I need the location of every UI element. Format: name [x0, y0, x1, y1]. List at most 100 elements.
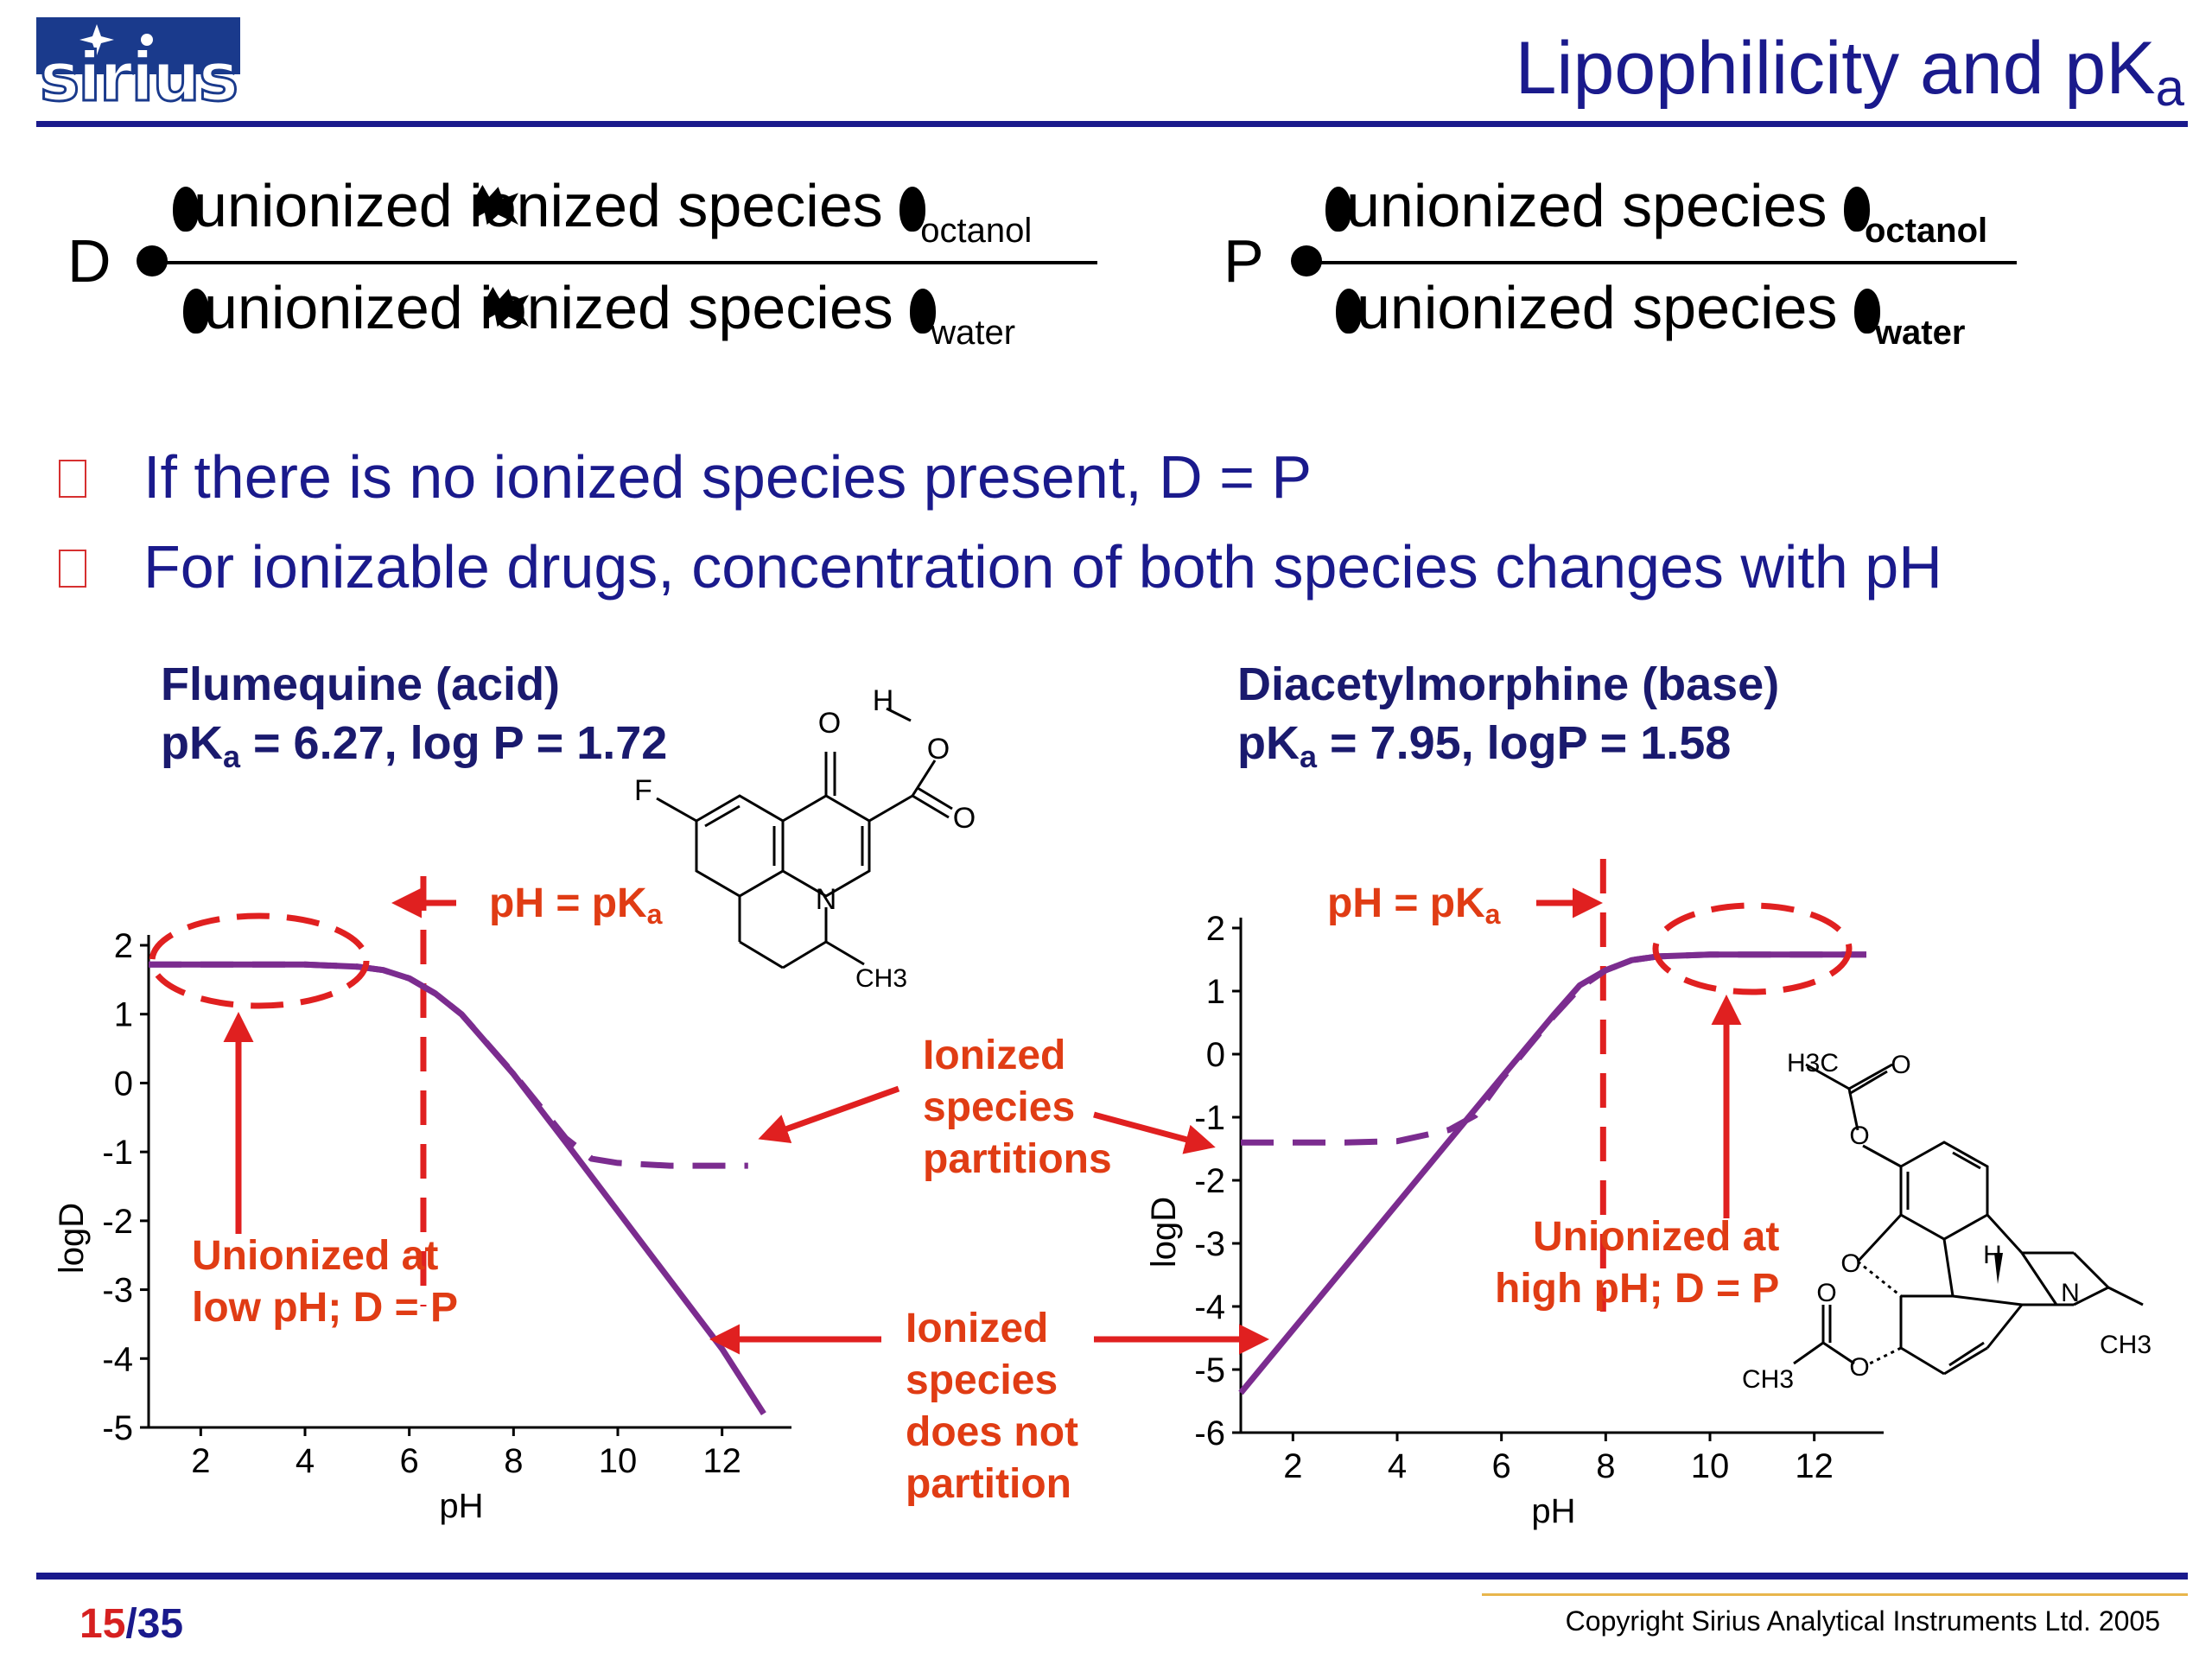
flumequine-name: Flumequine (acid) [161, 658, 561, 710]
logo-star-small [141, 34, 153, 46]
y-tick-label: 1 [1206, 973, 1225, 1011]
x-tick-label: 8 [1596, 1447, 1615, 1485]
y-axis-label: logD [1145, 1197, 1183, 1268]
y-tick-label: -2 [1194, 1162, 1225, 1200]
y-tick-label: -3 [102, 1272, 133, 1310]
bullet-item: For ionizable drugs, concentration of bo… [143, 533, 1942, 601]
d-fraction-line [150, 261, 1097, 264]
unionized-high-label: Unionized at high pH; D = P [1495, 1214, 1780, 1312]
atom-label: O [1849, 1122, 1869, 1150]
d-letter: D [67, 227, 111, 295]
x-tick-label: 6 [1492, 1447, 1511, 1485]
slide-title: Lipophilicity and pKa [1516, 26, 2184, 118]
atom-label: N [2061, 1279, 2080, 1307]
footer-accent-rule [1482, 1593, 2188, 1596]
bracket-blob-icon [1336, 289, 1362, 334]
bracket-blob-icon [173, 187, 199, 232]
ionized-partitions-label: Ionized species partitions [923, 1033, 1112, 1182]
ph-equals-pka-left-label: pH = pKa [489, 880, 663, 930]
bullet-marker [59, 460, 86, 498]
bullet-item: If there is no ionized species present, … [143, 443, 1313, 511]
atom-label: H [1983, 1241, 2002, 1269]
logd-solid-curve [149, 961, 766, 1415]
ph-equals-pka-right-label: pH = pKa [1327, 880, 1501, 930]
atom-label: O [1840, 1249, 1860, 1278]
atom-label: O [953, 802, 976, 835]
y-tick-label: 2 [114, 927, 133, 965]
logd-dashed-curve [149, 961, 748, 1169]
atom-label: O [927, 733, 950, 766]
y-axis-label: logD [53, 1203, 91, 1274]
d-denominator: unionized ionized species water [183, 273, 1015, 353]
logo-wordmark: sirius [38, 39, 239, 117]
y-tick-label: 0 [1206, 1036, 1225, 1074]
atom-label: H [873, 684, 894, 717]
y-tick-label: -2 [102, 1203, 133, 1241]
y-tick-label: -4 [1194, 1288, 1225, 1326]
atom-label: O [818, 707, 841, 740]
y-tick-label: 1 [114, 996, 133, 1034]
p-fraction-line [1305, 261, 2017, 264]
p-numerator: unionized species octanol [1325, 171, 1987, 251]
logd-dashed-curve [1241, 951, 1866, 1146]
bullet-marker [59, 550, 86, 588]
y-tick-label: -5 [1194, 1351, 1225, 1389]
x-tick-label: 8 [504, 1442, 523, 1480]
atom-label: N [816, 883, 837, 916]
footer-rule [36, 1573, 2188, 1580]
x-axis-label: pH [1531, 1492, 1575, 1530]
y-tick-label: -6 [1194, 1414, 1225, 1452]
page-number: 15/35 [79, 1601, 184, 1647]
x-tick-label: 2 [191, 1442, 210, 1480]
logo-background [36, 17, 240, 74]
logo-stars [79, 24, 153, 55]
y-tick-label: -1 [1194, 1099, 1225, 1137]
atom-label: F [634, 774, 652, 807]
x-tick-label: 12 [702, 1442, 741, 1480]
x-tick-label: 10 [1691, 1447, 1730, 1485]
atom-label: H3C [1787, 1049, 1839, 1077]
title-subscript: a [2155, 59, 2184, 117]
x-tick-label: 10 [599, 1442, 638, 1480]
bracket-blob-icon [1853, 289, 1880, 334]
diacetylmorphine-props: pKa = 7.95, logP = 1.58 [1237, 717, 1732, 774]
y-tick-label: -1 [102, 1134, 133, 1172]
atom-label: O [1891, 1051, 1910, 1079]
logd-solid-curve [1238, 951, 1866, 1395]
y-tick-label: -3 [1194, 1225, 1225, 1263]
bracket-blob-icon [183, 289, 209, 334]
atom-label: CH3 [855, 964, 907, 993]
diacetylmorphine-title: Diacetylmorphine (base) pKa = 7.95, logP… [1237, 655, 1779, 786]
x-tick-label: 4 [296, 1442, 315, 1480]
flumequine-structure: F O O O H N CH3 [634, 684, 976, 993]
ionized-not-partition-label: Ionized species does not partition [906, 1306, 1078, 1507]
atom-label: CH3 [1742, 1365, 1794, 1394]
bracket-blob-icon [910, 289, 937, 334]
d-numerator: unionized ionized species octanol [173, 171, 1032, 251]
y-tick-label: 2 [1206, 910, 1225, 948]
y-tick-label: -4 [102, 1340, 133, 1378]
x-tick-label: 4 [1388, 1447, 1407, 1485]
x-tick-label: 2 [1283, 1447, 1302, 1485]
copyright-notice: Copyright Sirius Analytical Instruments … [1565, 1605, 2160, 1637]
y-tick-label: 0 [114, 1065, 133, 1103]
header-rule [36, 121, 2188, 127]
flumequine-props: pKa = 6.27, log P = 1.72 [161, 717, 668, 774]
title-main: Lipophilicity and pK [1515, 27, 2156, 110]
diacetylmorphine-name: Diacetylmorphine (base) [1237, 658, 1780, 710]
atom-label: CH3 [2100, 1331, 2152, 1359]
p-letter: P [1224, 227, 1264, 295]
p-denominator: unionized species water [1336, 273, 1965, 353]
x-tick-label: 12 [1795, 1447, 1834, 1485]
bracket-blob-icon [899, 187, 926, 232]
x-axis-label: pH [439, 1487, 483, 1525]
flumequine-title: Flumequine (acid) pKa = 6.27, log P = 1.… [161, 655, 667, 786]
x-tick-label: 6 [400, 1442, 419, 1480]
atom-label: O [1816, 1279, 1836, 1307]
y-tick-label: -5 [102, 1409, 133, 1447]
bracket-blob-icon [1843, 187, 1870, 232]
diacetylmorphine-structure: H3C O O O O O H N CH3 CH3 [1742, 1049, 2152, 1394]
atom-label: O [1849, 1353, 1869, 1382]
